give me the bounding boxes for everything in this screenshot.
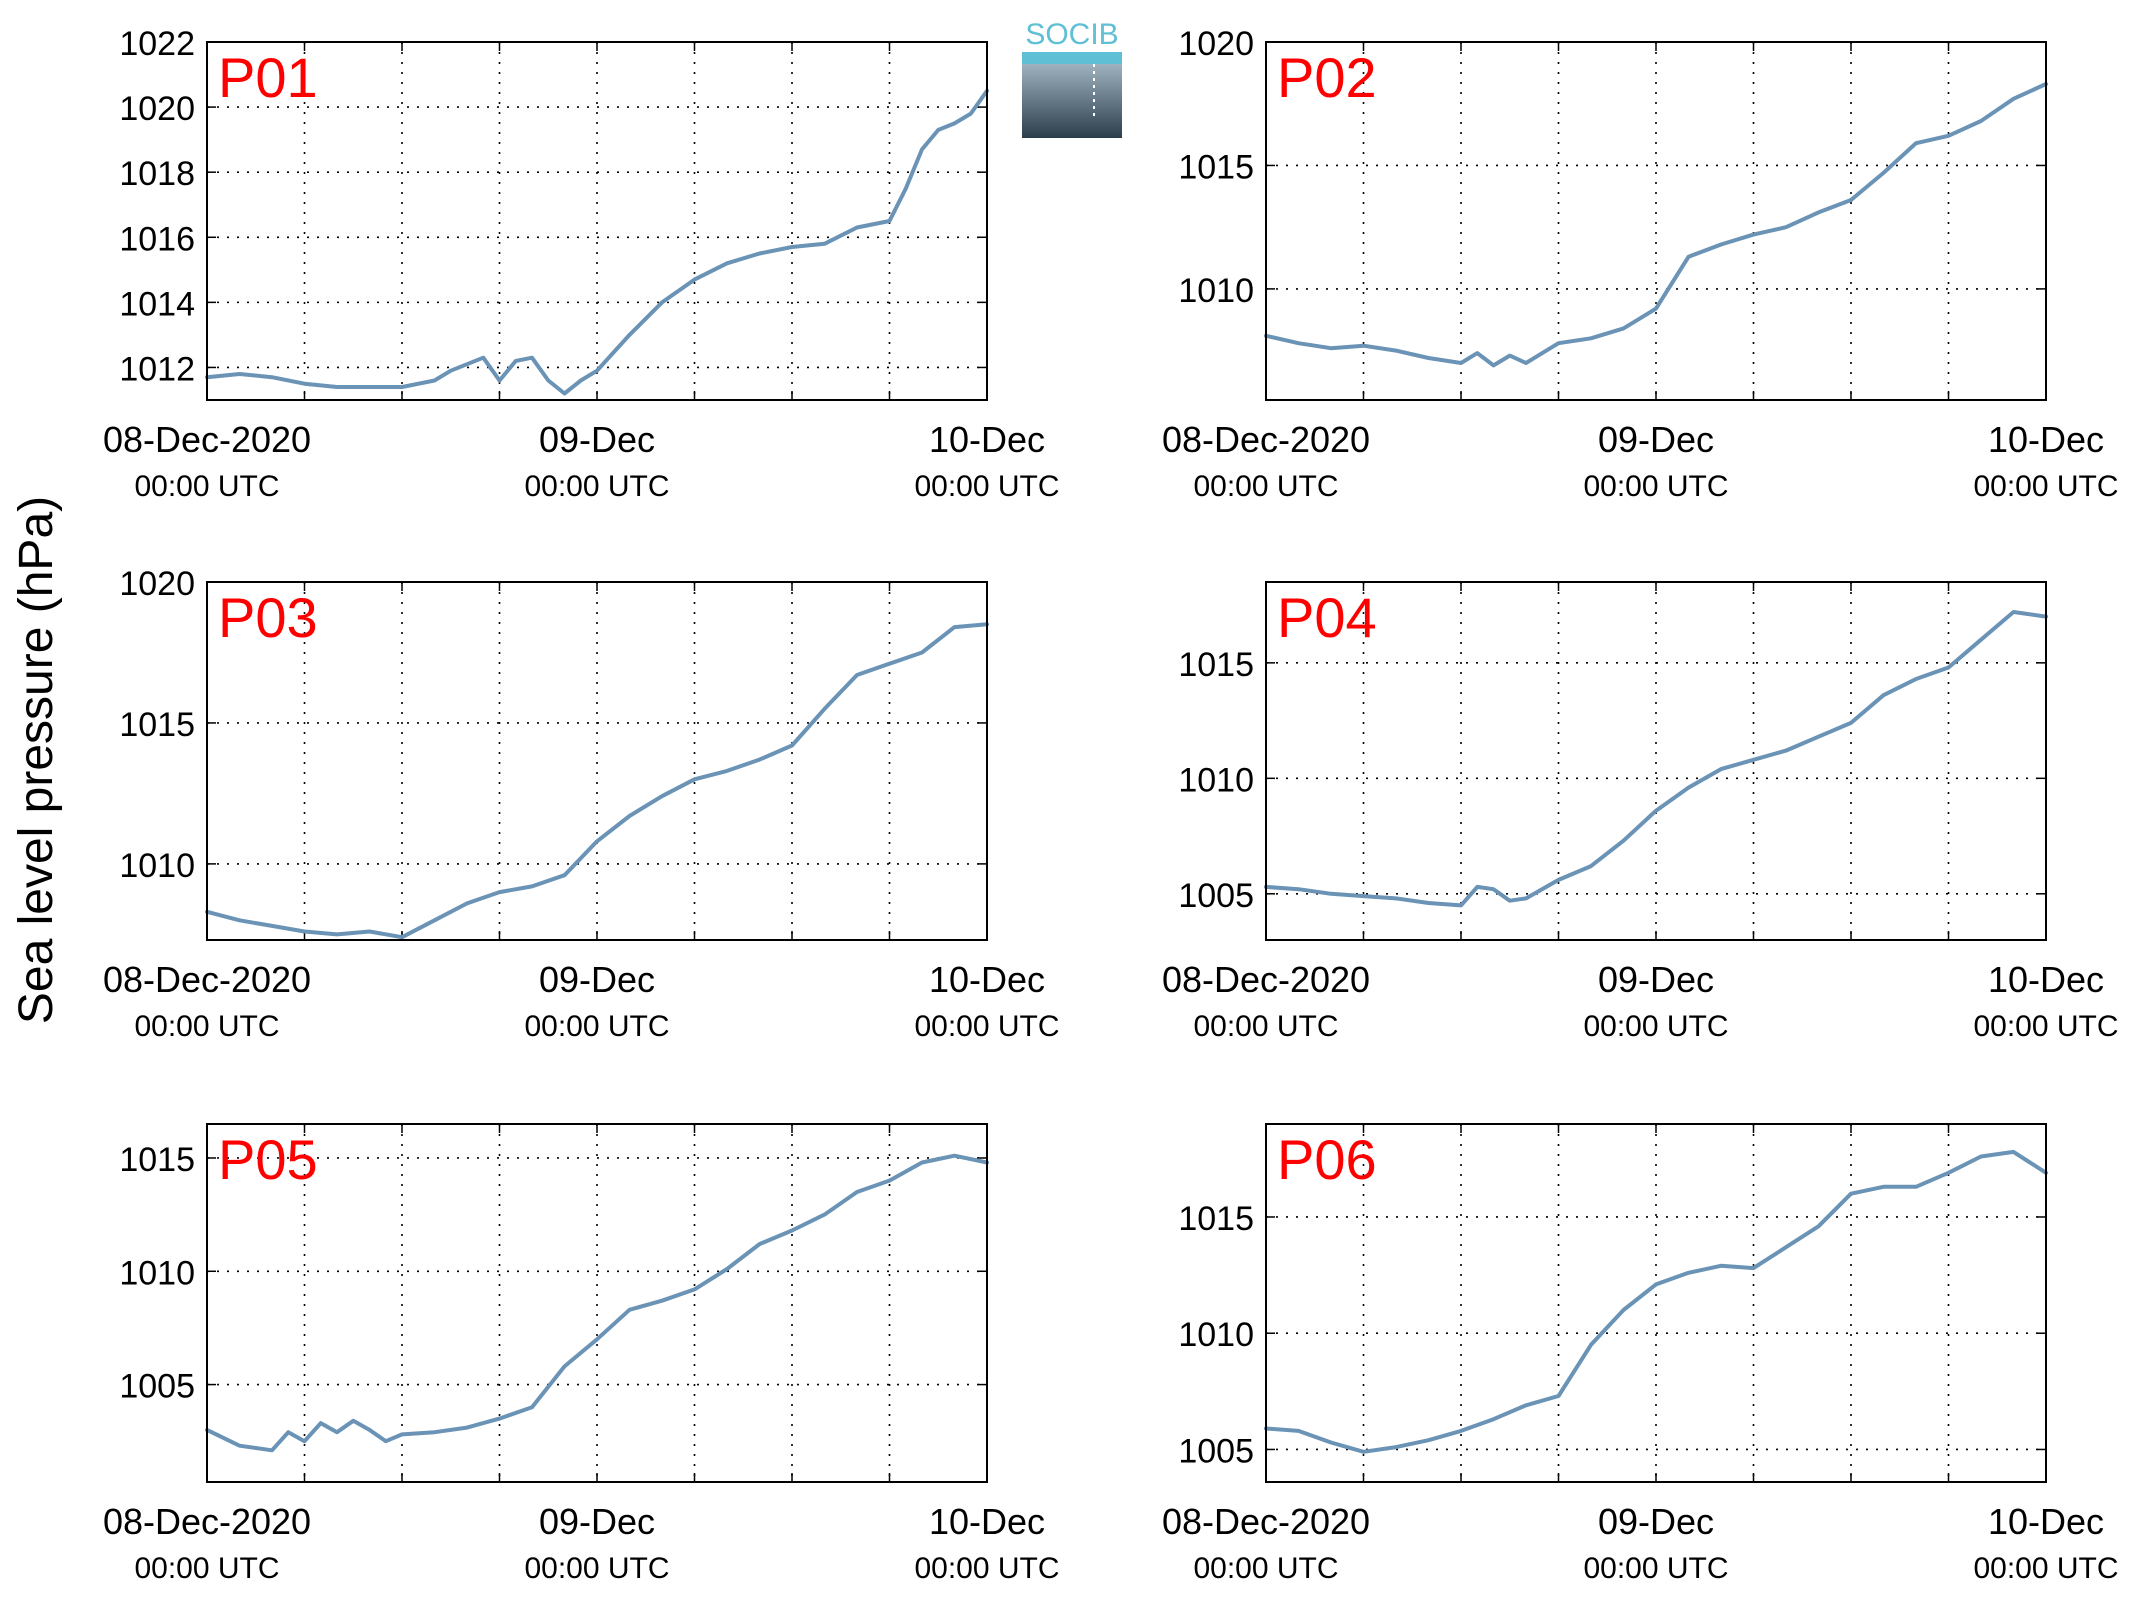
socib-logo: SOCIB	[1022, 18, 1122, 138]
x-tick-label-time: 00:00 UTC	[524, 1010, 669, 1043]
x-tick-label-date: 09-Dec	[539, 959, 655, 1000]
panel-p04: 1005 1010 1015 P04 08-Dec-2020 00:00 UTC 09-De…	[1162, 581, 2119, 1043]
x-tick-label-time: 00:00 UTC	[914, 1552, 1059, 1585]
x-tick-label-time: 00:00 UTC	[914, 470, 1059, 503]
axes-frame	[1265, 41, 2047, 401]
y-tick-label: 1020	[119, 565, 195, 603]
x-tick-label-date: 10-Dec	[929, 959, 1045, 1000]
x-tick-label-time: 00:00 UTC	[1583, 470, 1728, 503]
x-tick-label-date: 08-Dec-2020	[103, 1501, 311, 1542]
y-tick-label: 1020	[119, 90, 195, 128]
x-tick-label-time: 00:00 UTC	[134, 470, 279, 503]
series-line	[205, 622, 989, 940]
x-tick-label-date: 08-Dec-2020	[103, 959, 311, 1000]
panel-p05: 1005 1010 1015 P05 08-Dec-2020 00:00 UTC 09-De…	[103, 1123, 1060, 1585]
x-tick-label-time: 00:00 UTC	[1973, 1552, 2118, 1585]
panel-label: P06	[1277, 1128, 1377, 1191]
y-tick-label: 1015	[119, 1141, 195, 1179]
x-tick-label-date: 10-Dec	[929, 1501, 1045, 1542]
y-tick-label: 1005	[119, 1368, 195, 1406]
x-tick-label-time: 00:00 UTC	[914, 1010, 1059, 1043]
y-tick-label: 1014	[119, 285, 195, 323]
panel-p01: 1012 1014 1016 1018 1020 1022 P01 08-Dec-2020 00…	[103, 25, 1060, 503]
x-tick-label-time: 00:00 UTC	[1583, 1010, 1728, 1043]
x-tick-label-date: 10-Dec	[1988, 1501, 2104, 1542]
x-tick-label-date: 09-Dec	[1598, 959, 1714, 1000]
series-line	[205, 1153, 989, 1453]
y-tick-label: 1010	[119, 1254, 195, 1292]
panel-p06: 1005 1010 1015 P06 08-Dec-2020 00:00 UTC 09-De…	[1162, 1123, 2119, 1585]
y-tick-label: 1010	[1178, 272, 1254, 310]
x-tick-label-time: 00:00 UTC	[1193, 1010, 1338, 1043]
axes-frame	[1265, 581, 2047, 941]
panel-label: P03	[218, 586, 318, 649]
axes-frame	[206, 581, 988, 941]
y-tick-label: 1010	[1178, 1316, 1254, 1354]
series-line	[1264, 610, 2048, 908]
x-tick-label-date: 08-Dec-2020	[103, 419, 311, 460]
y-tick-label: 1018	[119, 155, 195, 193]
x-tick-label-date: 10-Dec	[1988, 419, 2104, 460]
x-tick-label-time: 00:00 UTC	[1193, 470, 1338, 503]
axes-frame	[206, 41, 988, 401]
y-tick-label: 1005	[1178, 1432, 1254, 1470]
x-tick-label-time: 00:00 UTC	[524, 1552, 669, 1585]
panel-label: P01	[218, 46, 318, 109]
panel-label: P05	[218, 1128, 318, 1191]
x-tick-label-date: 10-Dec	[1988, 959, 2104, 1000]
axes-frame	[206, 1123, 988, 1483]
x-tick-label-date: 09-Dec	[539, 1501, 655, 1542]
y-tick-label: 1010	[119, 847, 195, 885]
y-tick-label: 1010	[1178, 761, 1254, 799]
axes-frame	[1265, 1123, 2047, 1483]
x-tick-label-time: 00:00 UTC	[1973, 470, 2118, 503]
y-tick-label: 1015	[1178, 646, 1254, 684]
x-tick-label-time: 00:00 UTC	[134, 1010, 279, 1043]
socib-logo-band	[1022, 52, 1122, 64]
x-tick-label-time: 00:00 UTC	[1193, 1552, 1338, 1585]
panel-label: P04	[1277, 586, 1377, 649]
y-tick-label: 1016	[119, 220, 195, 258]
x-tick-label-time: 00:00 UTC	[134, 1552, 279, 1585]
x-tick-label-date: 09-Dec	[1598, 1501, 1714, 1542]
panels: 1012 1014 1016 1018 1020 1022 P01 08-Dec-2020 00…	[103, 25, 2119, 1585]
x-tick-label-time: 00:00 UTC	[1973, 1010, 2118, 1043]
socib-logo-text: SOCIB	[1025, 18, 1118, 51]
x-tick-label-date: 09-Dec	[1598, 419, 1714, 460]
y-axis-label: Sea level pressure (hPa)	[10, 496, 63, 1024]
y-tick-label: 1015	[119, 706, 195, 744]
y-tick-label: 1015	[1178, 148, 1254, 186]
y-tick-label: 1020	[1178, 25, 1254, 63]
x-tick-label-time: 00:00 UTC	[524, 470, 669, 503]
panel-label: P02	[1277, 46, 1377, 109]
series-line	[1264, 82, 2048, 368]
x-tick-label-time: 00:00 UTC	[1583, 1552, 1728, 1585]
x-tick-label-date: 09-Dec	[539, 419, 655, 460]
socib-logo-block	[1022, 64, 1122, 138]
panel-p03: 1010 1015 1020 P03 08-Dec-2020 00:00 UTC 09-De…	[103, 565, 1060, 1043]
y-tick-label: 1012	[119, 350, 195, 388]
y-tick-label: 1022	[119, 25, 195, 63]
x-tick-label-date: 08-Dec-2020	[1162, 1501, 1370, 1542]
x-tick-label-date: 08-Dec-2020	[1162, 959, 1370, 1000]
y-tick-label: 1005	[1178, 877, 1254, 915]
x-tick-label-date: 08-Dec-2020	[1162, 419, 1370, 460]
y-tick-label: 1015	[1178, 1200, 1254, 1238]
x-tick-label-date: 10-Dec	[929, 419, 1045, 460]
series-line	[205, 88, 989, 396]
series-line	[1264, 1149, 2048, 1454]
panel-p02: 1010 1015 1020 P02 08-Dec-2020 00:00 UTC 09-De…	[1162, 25, 2119, 503]
